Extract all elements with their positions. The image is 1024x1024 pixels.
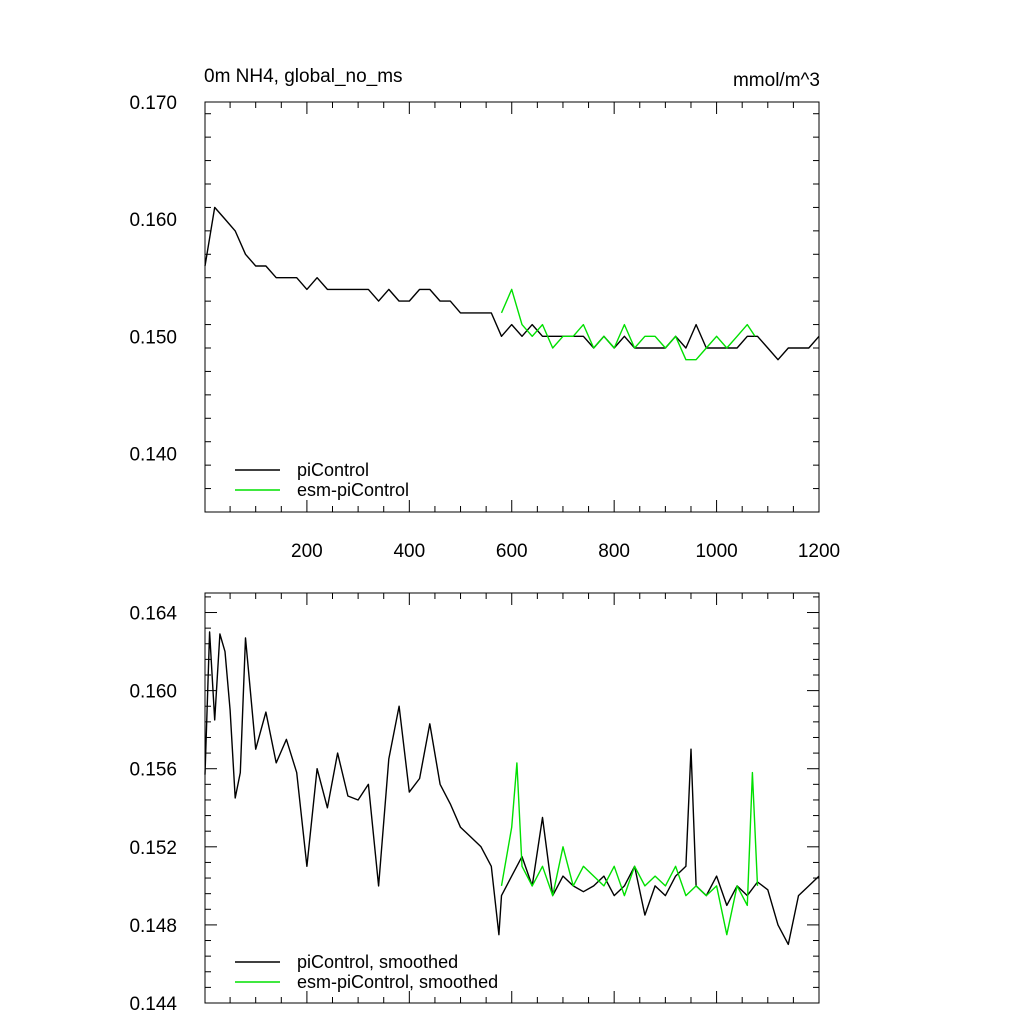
- bottom-series-esm-picontrol-line: [500, 762, 759, 936]
- top-plot-frame: [204, 101, 820, 513]
- bottom-legend-label-esm-picontrol: esm-piControl, smoothed: [297, 972, 498, 992]
- top-axis-ticks: 0.140 0.150 0.160 0.170 200 400 600 800 1000 1200: [129, 93, 840, 562]
- bottom-legend-label-picontrol: piControl, smoothed: [297, 952, 458, 972]
- bottom-series-picontrol-line: [204, 631, 820, 946]
- top-y-tick-label: 0.150: [129, 327, 177, 348]
- top-y-tick-label: 0.160: [129, 210, 177, 231]
- top-x-tick-label: 1200: [798, 541, 840, 562]
- top-x-tick-label: 400: [393, 541, 425, 562]
- top-chart-title: 0m NH4, global_no_ms: [204, 66, 403, 87]
- top-x-tick-label: 1000: [695, 541, 737, 562]
- top-y-tick-label: 0.170: [129, 93, 177, 114]
- bottom-y-tick-label: 0.160: [129, 682, 177, 703]
- bottom-legend: piControl, smoothed esm-piControl, smoot…: [235, 952, 498, 992]
- bottom-axis-ticks: 0.144 0.148 0.152 0.156 0.160 0.164: [129, 593, 820, 1015]
- top-x-tick-label: 200: [291, 541, 323, 562]
- top-legend: piControl esm-piControl: [235, 460, 409, 500]
- top-x-tick-label: 800: [598, 541, 630, 562]
- bottom-series-group: [204, 631, 820, 946]
- top-y-tick-label: 0.140: [129, 444, 177, 465]
- top-chart-units: mmol/m^3: [733, 70, 820, 91]
- top-legend-label-esm-picontrol: esm-piControl: [297, 480, 409, 500]
- bottom-y-tick-label: 0.156: [129, 760, 177, 781]
- top-series-group: [204, 206, 820, 361]
- top-series-picontrol-line: [204, 206, 820, 361]
- top-x-tick-label: 600: [496, 541, 528, 562]
- bottom-y-tick-label: 0.152: [129, 838, 177, 859]
- bottom-plot-frame: [204, 592, 820, 1004]
- bottom-y-tick-label: 0.164: [129, 604, 177, 625]
- bottom-y-tick-label: 0.144: [129, 994, 177, 1015]
- top-series-esm-picontrol-line: [500, 288, 756, 361]
- top-panel: 0m NH4, global_no_ms mmol/m^3 0.140 0.150…: [129, 66, 840, 562]
- top-legend-label-picontrol: piControl: [297, 460, 369, 480]
- bottom-y-tick-label: 0.148: [129, 916, 177, 937]
- bottom-panel: 0.144 0.148 0.152 0.156 0.160 0.164 piControl…: [129, 592, 820, 1015]
